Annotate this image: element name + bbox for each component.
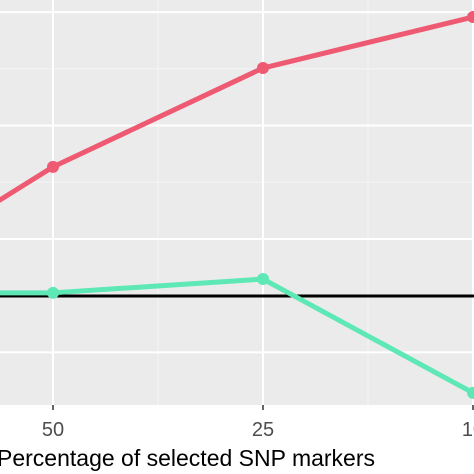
x-tick-label: 25 — [252, 419, 274, 441]
point — [467, 11, 474, 24]
line — [0, 14, 474, 203]
point — [47, 286, 59, 299]
x-tick-label: 10 — [462, 419, 474, 441]
point — [257, 273, 269, 286]
point — [257, 62, 269, 75]
x-tick-label: 50 — [42, 419, 64, 441]
point — [47, 160, 59, 173]
plot-panel — [0, 0, 474, 405]
line — [0, 276, 474, 396]
point — [467, 386, 474, 399]
x-axis-label: Percentage of selected SNP markers — [0, 445, 375, 471]
